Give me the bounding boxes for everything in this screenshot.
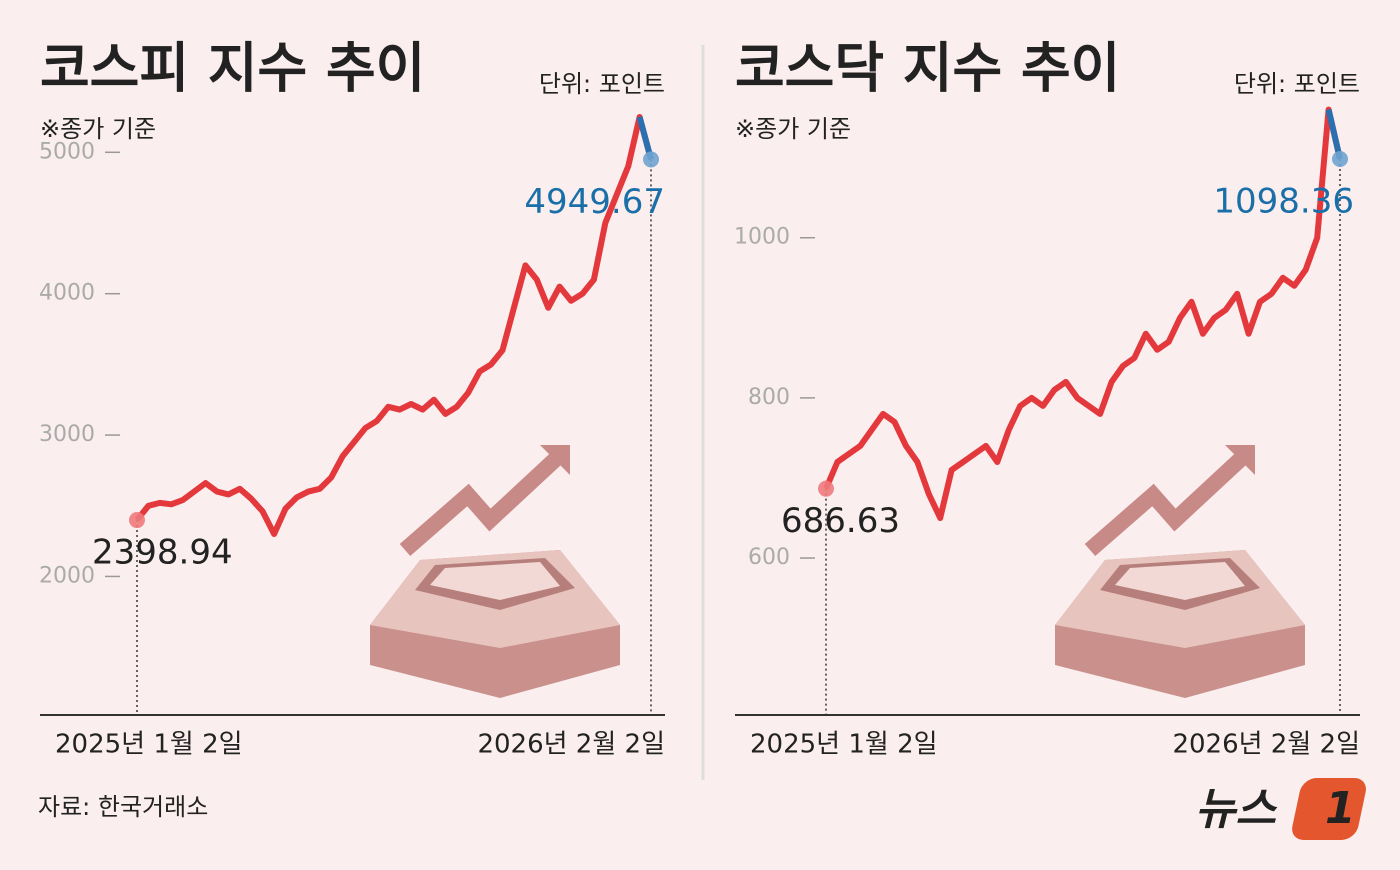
source: 자료: 한국거래소 xyxy=(38,793,208,821)
value-label: 686.63 xyxy=(781,501,900,541)
index-line xyxy=(823,106,1343,521)
end-point xyxy=(1332,150,1348,167)
y-tick-label: 5000 xyxy=(39,139,95,164)
end-point xyxy=(643,151,659,168)
note: ※종가 기준 xyxy=(40,115,156,143)
decoration-left xyxy=(370,445,620,698)
logo-text: 뉴스 xyxy=(1195,784,1277,835)
logo-mark: 1 xyxy=(1325,783,1356,834)
chart-title: 코스닥 지수 추이 xyxy=(735,37,1120,100)
logo-badge xyxy=(1292,778,1366,840)
x-tick-label: 2026년 2월 2일 xyxy=(1172,730,1360,760)
logo: 뉴스 1 xyxy=(1195,778,1366,840)
x-tick-label: 2025년 1월 2일 xyxy=(750,730,938,760)
y-tick-label: 800 xyxy=(748,385,790,410)
value-label: 4949.67 xyxy=(524,182,665,222)
x-tick-label: 2025년 1월 2일 xyxy=(55,730,243,760)
unit-label: 단위: 포인트 xyxy=(539,70,665,98)
unit-label: 단위: 포인트 xyxy=(1234,70,1360,98)
x-tick-label: 2026년 2월 2일 xyxy=(477,730,665,760)
start-point xyxy=(129,512,145,529)
value-label: 2398.94 xyxy=(92,533,233,573)
start-point xyxy=(818,480,834,497)
y-tick-label: 4000 xyxy=(39,281,95,306)
decoration-right xyxy=(1055,445,1305,698)
index-line xyxy=(134,114,654,537)
index-line-end xyxy=(1325,108,1343,160)
y-tick-label: 2000 xyxy=(39,563,95,588)
value-label: 1098.36 xyxy=(1213,181,1354,221)
y-tick-label: 1000 xyxy=(734,225,790,250)
y-tick-label: 600 xyxy=(748,545,790,570)
y-tick-label: 3000 xyxy=(39,422,95,447)
chart-title: 코스피 지수 추이 xyxy=(40,37,425,100)
note: ※종가 기준 xyxy=(735,115,851,143)
